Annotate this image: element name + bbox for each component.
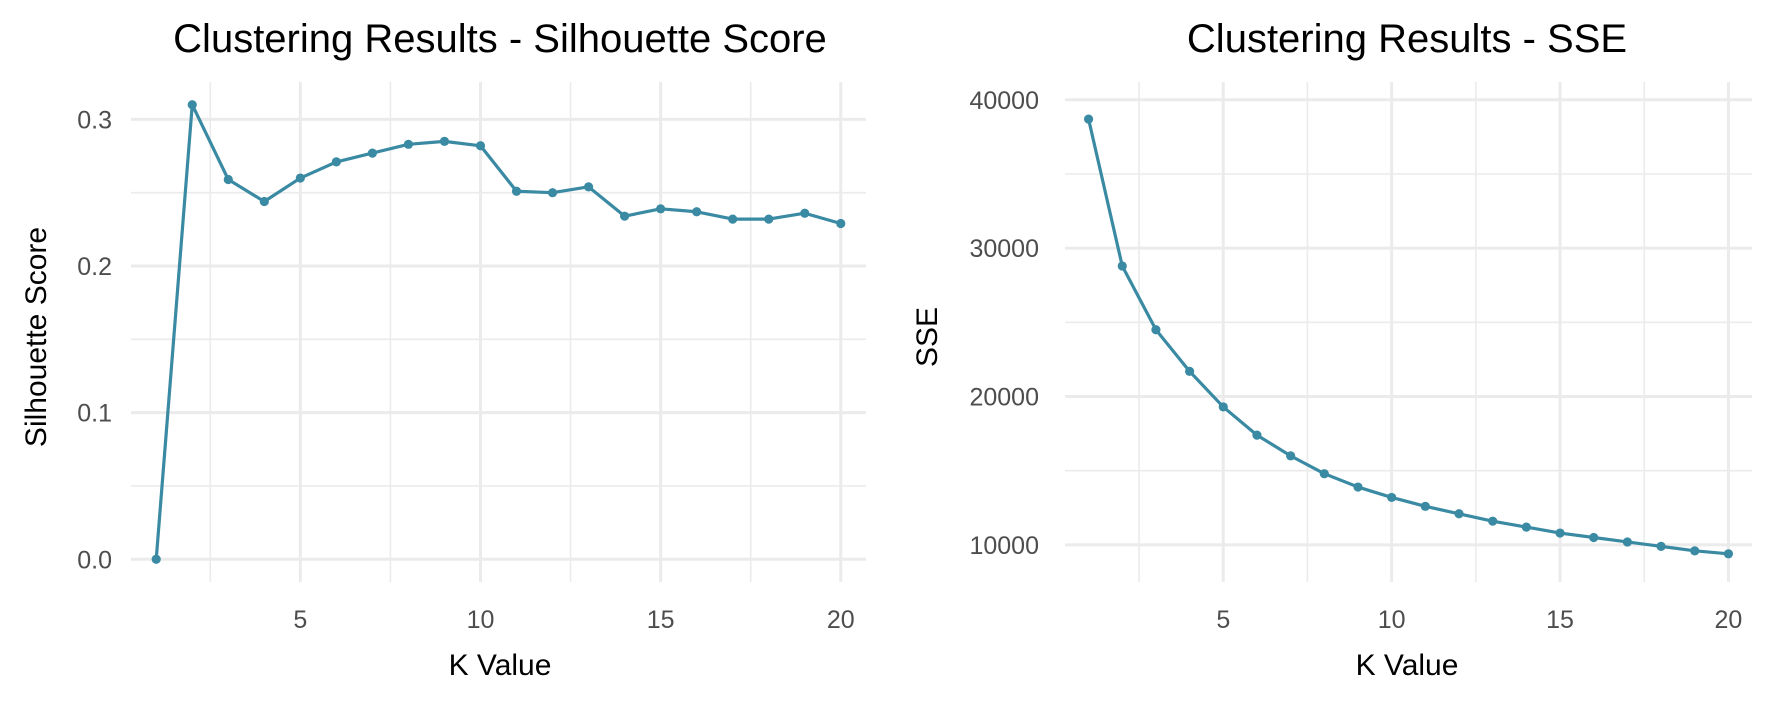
silhouette-y-tick-label: 0.0 — [77, 546, 112, 574]
sse-x-axis-label: K Value — [1356, 649, 1459, 682]
silhouette-data-point — [367, 148, 377, 158]
sse-series-line — [1086, 117, 1731, 556]
silhouette-data-point — [187, 100, 197, 110]
silhouette-data-point — [439, 136, 450, 146]
sse-data-point — [1218, 402, 1228, 412]
sse-y-tick-label: 40000 — [969, 87, 1039, 115]
silhouette-data-point — [583, 182, 594, 192]
silhouette-data-point — [331, 157, 341, 167]
sse-x-tick-label: 10 — [1378, 606, 1406, 634]
silhouette-data-point — [223, 174, 233, 185]
sse-data-point — [1252, 430, 1262, 440]
sse-data-point — [1690, 546, 1700, 556]
silhouette-data-point — [800, 208, 810, 218]
silhouette-chart-title: Clustering Results - Silhouette Score — [173, 17, 827, 61]
silhouette-data-point — [620, 211, 630, 221]
sse-data-point — [1083, 114, 1094, 124]
sse-data-point — [1353, 482, 1363, 492]
sse-data-point — [1454, 509, 1464, 519]
sse-y-axis-label: SSE — [911, 307, 944, 367]
silhouette-data-point — [692, 207, 702, 217]
sse-data-point — [1589, 532, 1599, 543]
sse-chart-title: Clustering Results - SSE — [1187, 17, 1627, 61]
silhouette-data-point — [728, 214, 738, 224]
sse-x-tick-label: 15 — [1546, 606, 1574, 634]
silhouette-data-point — [656, 204, 666, 214]
sse-data-point — [1723, 549, 1734, 559]
sse-data-point — [1488, 516, 1498, 526]
sse-data-point — [1117, 261, 1127, 271]
sse-data-point — [1420, 501, 1430, 511]
sse-y-tick-label: 30000 — [969, 235, 1039, 263]
sse-data-point — [1286, 451, 1296, 461]
sse-y-tick-label: 10000 — [969, 532, 1039, 560]
silhouette-panel: Clustering Results - Silhouette Score 0.… — [20, 17, 866, 682]
sse-data-point — [1521, 522, 1531, 532]
silhouette-x-axis-label: K Value — [449, 649, 552, 682]
silhouette-plot-area: 0.0 0.1 0.2 0.3 5 10 15 20 — [77, 82, 866, 634]
silhouette-y-tick-label: 0.3 — [77, 106, 112, 134]
sse-plot-area: 10000 20000 30000 40000 5 10 15 20 — [969, 82, 1752, 634]
sse-data-point — [1319, 469, 1329, 479]
silhouette-y-axis-label: Silhouette Score — [20, 227, 53, 447]
silhouette-data-point — [511, 186, 522, 196]
sse-data-point — [1185, 366, 1195, 376]
sse-data-point — [1656, 541, 1666, 551]
silhouette-data-point — [259, 196, 269, 207]
silhouette-x-tick-label: 20 — [827, 606, 855, 634]
silhouette-data-point — [403, 139, 414, 149]
sse-y-tick-label: 20000 — [969, 384, 1039, 412]
sse-x-tick-label: 5 — [1216, 606, 1230, 634]
sse-panel: Clustering Results - SSE 10000 20000 30000… — [911, 17, 1752, 682]
silhouette-x-tick-label: 15 — [647, 606, 675, 634]
sse-x-tick-label: 20 — [1715, 606, 1743, 634]
sse-data-point — [1387, 492, 1397, 503]
silhouette-x-tick-label: 5 — [293, 606, 307, 634]
silhouette-x-tick-label: 10 — [467, 606, 495, 634]
sse-data-point — [1555, 528, 1565, 538]
silhouette-data-point — [295, 173, 305, 183]
sse-data-point — [1622, 537, 1632, 547]
silhouette-data-point — [151, 554, 161, 564]
silhouette-data-point — [475, 141, 486, 151]
silhouette-data-point — [836, 218, 846, 229]
silhouette-series-line — [154, 103, 843, 561]
sse-data-point — [1151, 325, 1161, 335]
silhouette-data-point — [764, 214, 774, 224]
silhouette-y-tick-label: 0.2 — [77, 253, 112, 281]
silhouette-y-tick-label: 0.1 — [77, 400, 112, 428]
silhouette-data-point — [547, 188, 558, 198]
